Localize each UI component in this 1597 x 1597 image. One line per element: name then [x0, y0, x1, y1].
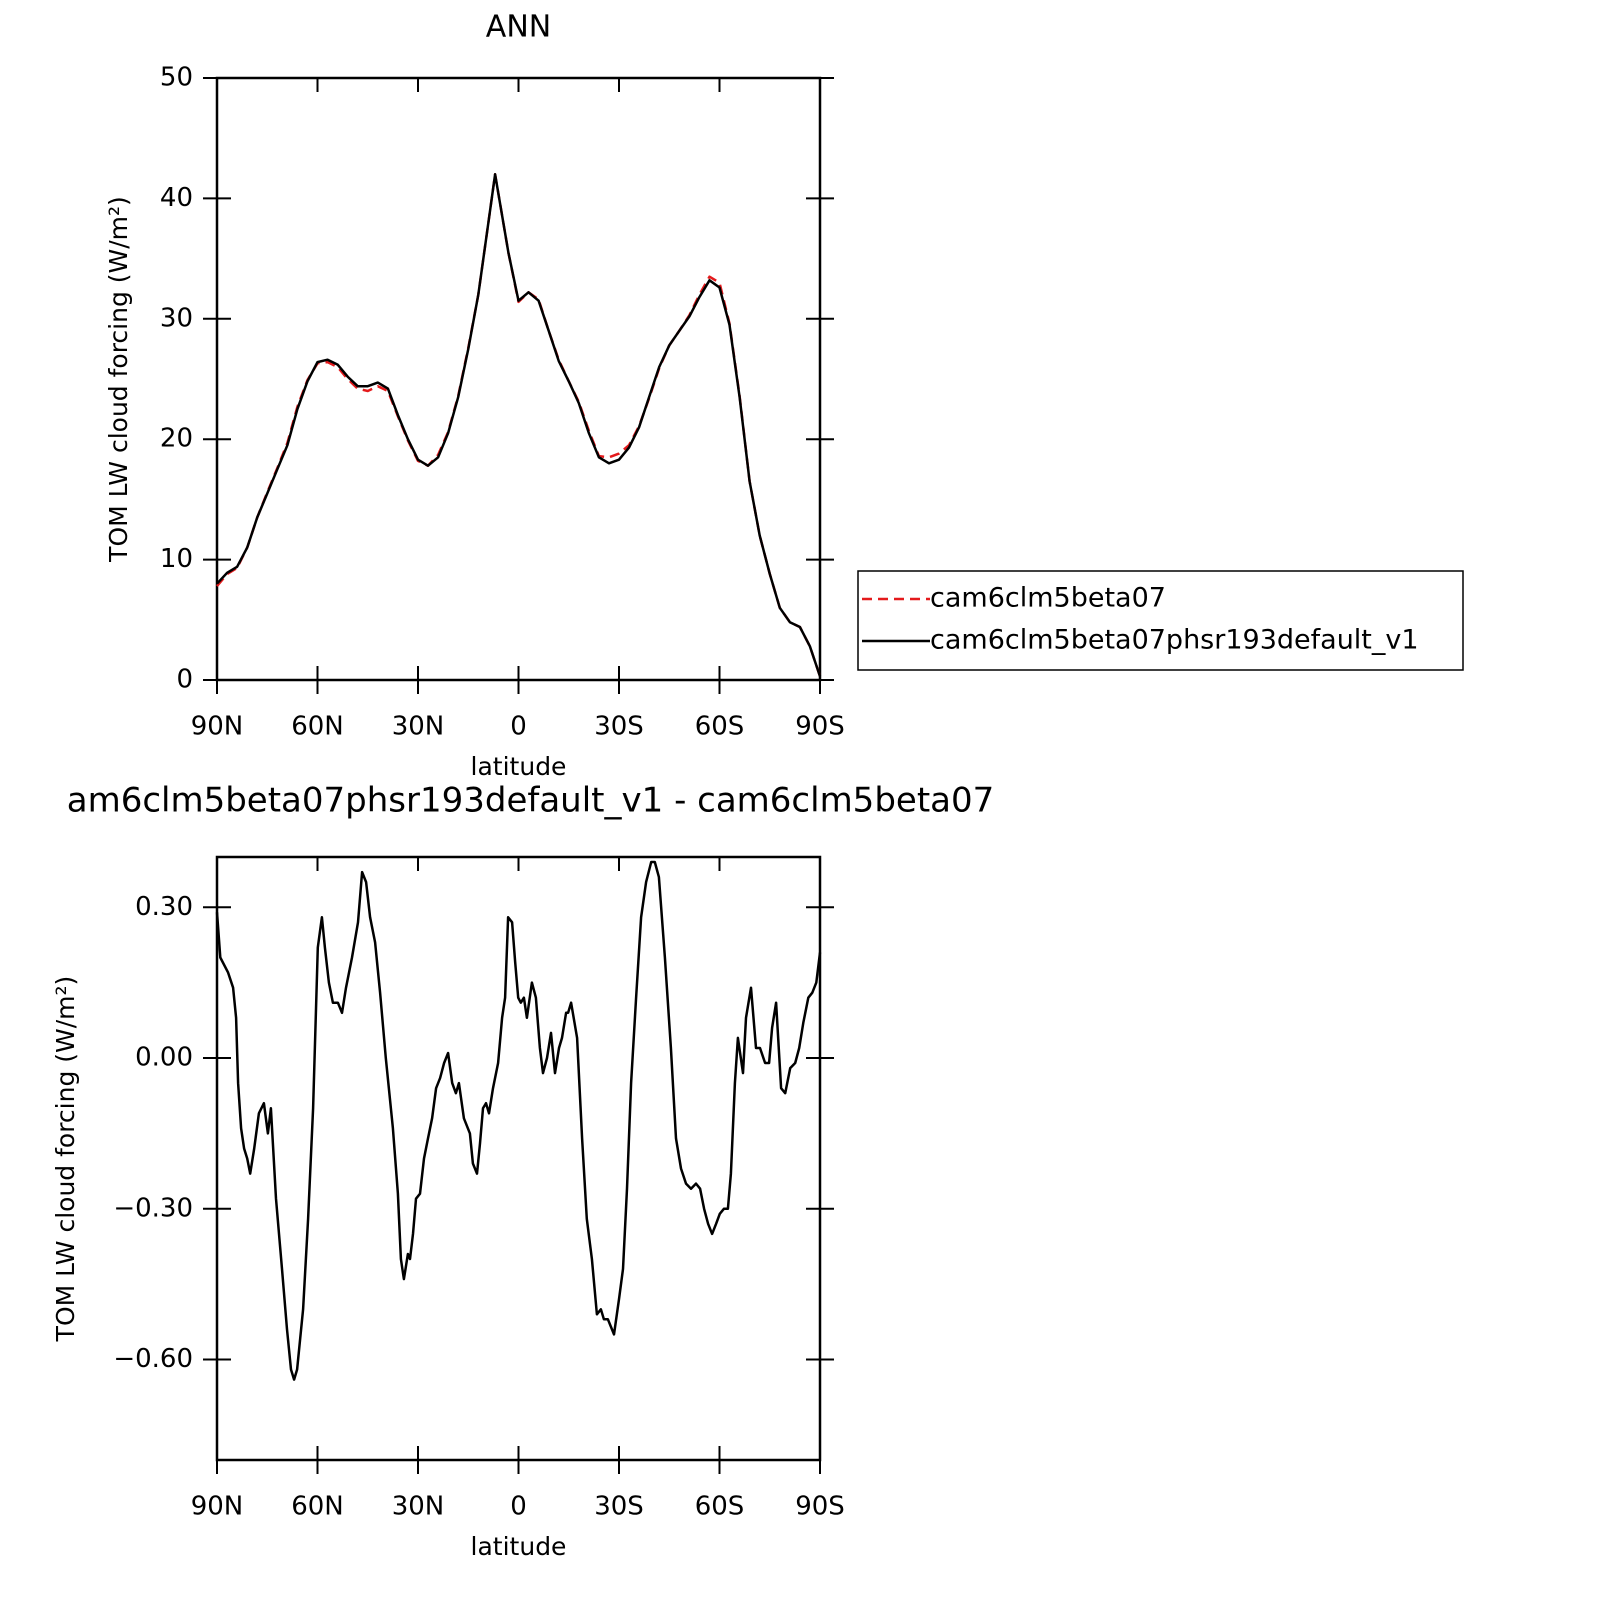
y-tick-label: 30: [160, 303, 193, 333]
data-line: [216, 173, 822, 677]
x-tick-label: 90N: [191, 1492, 244, 1522]
y-tick-label: −0.60: [113, 1344, 193, 1374]
x-tick-label: 0: [510, 1492, 527, 1522]
x-tick-label: 90N: [191, 712, 244, 742]
legend-box: [857, 570, 1464, 671]
y-axis-label: TOM LW cloud forcing (W/m²): [104, 196, 133, 563]
y-tick-label: 10: [160, 544, 193, 574]
chart-title: am6clm5beta07phsr193default_v1 - cam6clm…: [67, 781, 995, 821]
y-tick-label: −0.30: [113, 1193, 193, 1223]
x-tick-label: 30N: [392, 712, 445, 742]
x-tick-label: 60N: [291, 712, 344, 742]
x-tick-label: 30S: [594, 1492, 644, 1522]
plot-frame: [215, 855, 822, 1462]
x-tick-label: 90S: [795, 1492, 845, 1522]
x-tick-label: 60N: [291, 1492, 344, 1522]
y-tick-label: 0: [176, 665, 193, 695]
y-tick-label: 40: [160, 183, 193, 213]
x-tick-label: 30S: [594, 712, 644, 742]
x-tick-label: 30N: [392, 1492, 445, 1522]
x-tick-label: 90S: [795, 712, 845, 742]
legend-label: cam6clm5beta07phsr193default_v1: [930, 625, 1419, 656]
x-tick-label: 0: [510, 712, 527, 742]
data-line: [216, 173, 822, 677]
x-axis-label: latitude: [471, 1532, 567, 1561]
x-axis-label: latitude: [471, 752, 567, 781]
y-tick-label: 0.00: [135, 1043, 193, 1073]
y-tick-label: 0.30: [135, 892, 193, 922]
legend-label: cam6clm5beta07: [930, 583, 1166, 614]
chart-title: ANN: [486, 10, 551, 45]
y-tick-label: 20: [160, 424, 193, 454]
x-tick-label: 60S: [695, 712, 745, 742]
y-axis-label: TOM LW cloud forcing (W/m²): [51, 976, 80, 1343]
x-tick-label: 60S: [695, 1492, 745, 1522]
plot-frame: [215, 76, 822, 682]
data-line: [215, 860, 822, 1381]
y-tick-label: 50: [160, 63, 193, 93]
